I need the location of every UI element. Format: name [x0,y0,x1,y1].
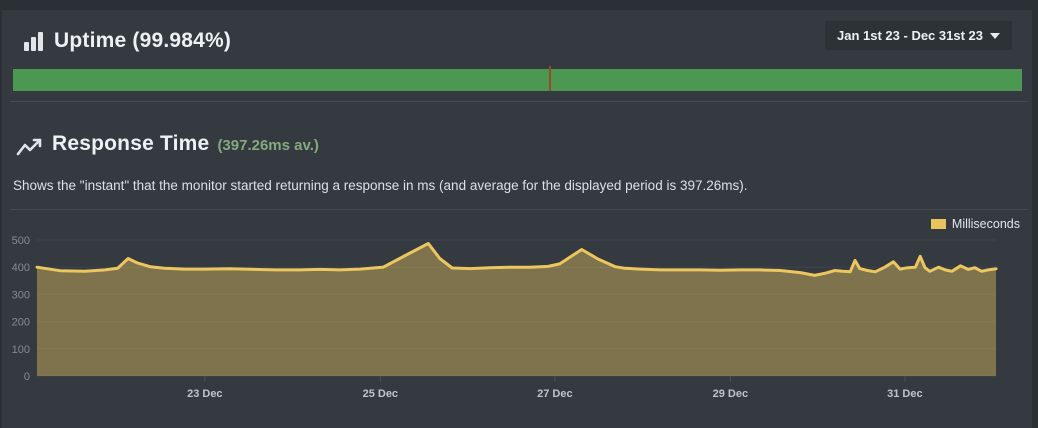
response-time-title: Response Time [52,132,210,155]
y-axis-label: 300 [12,289,30,301]
response-time-average: (397.26ms av.) [217,137,319,154]
x-axis-label: 27 Dec [537,388,572,400]
bar-chart-icon [22,30,45,53]
y-axis-label: 400 [12,262,30,274]
date-range-selector[interactable]: Jan 1st 23 - Dec 31st 23 [825,21,1012,50]
line-chart-icon [16,136,44,165]
section-divider [10,101,1028,102]
legend-swatch [930,219,946,229]
uptime-title: Uptime (99.984%) [54,29,232,52]
response-time-chart[interactable]: 0 100 200 300 400 500 23 Dec 25 Dec 27 Dec 29 Dec… [0,228,1032,406]
uptime-bar[interactable] [13,66,1022,91]
chart-area: 0 100 200 300 400 500 23 Dec 25 Dec 27 Dec 29 Dec… [0,228,1032,406]
x-axis-label: 23 Dec [187,388,222,400]
y-axis-label: 0 [24,371,30,383]
date-range-label: Jan 1st 23 - Dec 31st 23 [837,28,983,43]
x-axis-label: 31 Dec [887,388,922,400]
x-axis-label: 29 Dec [713,388,748,400]
response-time-line [35,242,998,277]
uptime-header: Uptime (99.984%) [22,27,231,55]
area-fill [37,243,996,376]
y-axis-label: 200 [12,317,30,329]
section-divider-2 [10,209,1028,210]
uptime-incident-marker[interactable] [548,66,551,91]
chevron-down-icon [990,32,1000,39]
response-time-header: Response Time (397.26ms av.) [14,132,319,162]
response-time-description: Shows the "instant" that the monitor sta… [13,178,748,193]
legend-item-milliseconds[interactable]: Milliseconds [930,217,1020,231]
y-axis-label: 500 [12,235,30,247]
y-axis-label: 100 [12,344,30,356]
legend-label: Milliseconds [951,217,1020,231]
x-axis-label: 25 Dec [363,388,398,400]
